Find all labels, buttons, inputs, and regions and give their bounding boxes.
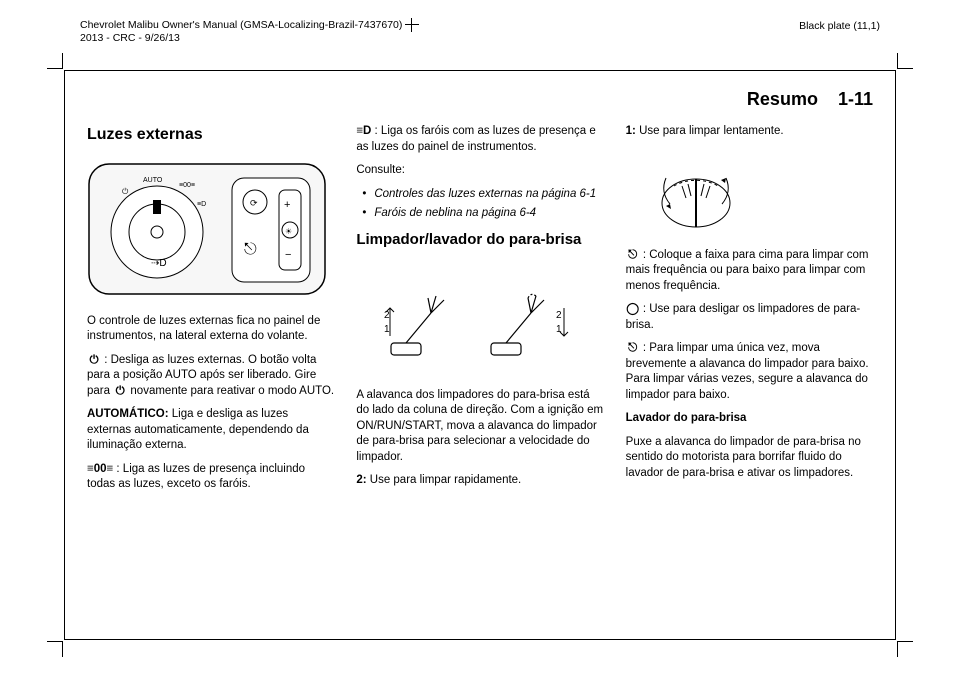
col1-p1: O controle de luzes externas fica no pai… [87,314,334,345]
col3-p4: ⎋ : Para limpar uma única vez, mova brev… [626,341,873,403]
column-1: Luzes externas ⏻ AUTO ≡00≡ ≡D ⇢D [87,124,334,501]
wiper-heading: Limpador/lavador do para-brisa [356,230,603,250]
svg-text:⟳: ⟳ [250,198,258,208]
col3-p5: Puxe a alavanca do limpador de para-bris… [626,435,873,482]
intermittent-band-diagram [626,148,873,238]
col3-p1: 1: Use para limpar lentamente. [626,124,873,140]
col1-p2: ⏻ : Desliga as luzes externas. O botão v… [87,353,334,400]
col1-p4-text: : Liga as luzes de presença incluindo to… [87,463,305,491]
speed2-label: 2: [356,474,366,486]
power-off-icon: ⏻ [87,353,101,369]
see-also-2: Faróis de neblina na página 6-4 [356,206,603,222]
col2-p2: A alavanca dos limpadores do para-brisa … [356,388,603,466]
intermittent-icon: ⎋ [626,248,640,264]
wiper-lever-diagram: 2 1 2 1 [356,258,603,378]
svg-text:⇢D: ⇢D [151,258,167,269]
svg-text:☀: ☀ [285,227,292,236]
col3-p3: ◯ : Use para desligar os limpadores de p… [626,302,873,333]
headlamp-icon: ≡D [356,124,371,140]
section-name: Resumo [747,89,818,109]
col1-p3: AUTOMÁTICO: Liga e desliga as luzes exte… [87,407,334,454]
plate-label: Black plate (11,1) [799,18,880,46]
col2-p1-text: : Liga os faróis com as luzes de presenç… [356,125,595,153]
svg-text:1: 1 [384,324,390,335]
speed1-label: 1: [626,125,636,137]
col2-p3-text: Use para limpar rapidamente. [367,474,522,486]
header-left: Chevrolet Malibu Owner's Manual (GMSA-Lo… [80,18,419,46]
svg-text:2: 2 [556,310,562,321]
col1-p4: ≡00≡ : Liga as luzes de presença incluin… [87,462,334,493]
col3-p2: ⎋ : Coloque a faixa para cima para limpa… [626,248,873,295]
parking-lights-icon: ≡00≡ [87,462,113,478]
col2-p1: ≡D : Liga os faróis com as luzes de pres… [356,124,603,155]
manual-title: Chevrolet Malibu Owner's Manual (GMSA-Lo… [80,19,402,31]
crop-mark-br-icon [897,641,913,657]
svg-text:⎋: ⎋ [244,241,257,258]
crop-mark-bl-icon [47,641,63,657]
see-also-1: Controles das luzes externas na página 6… [356,187,603,203]
exterior-lights-heading: Luzes externas [87,124,334,146]
svg-text:−: − [285,249,291,261]
col3-p1-text: Use para limpar lentamente. [636,125,784,137]
col3-p4-text: : Para limpar uma única vez, mova brevem… [626,342,869,401]
svg-text:AUTO: AUTO [143,177,163,184]
col3-p2-text: : Coloque a faixa para cima para limpar … [626,249,869,292]
crop-cross-icon [405,18,419,32]
svg-text:≡00≡: ≡00≡ [179,182,195,189]
col3-p3-text: : Use para desligar os limpadores de par… [626,303,861,331]
page-number: 1-11 [838,89,873,109]
col2-p3: 2: Use para limpar rapidamente. [356,473,603,489]
headlamp-control-diagram: ⏻ AUTO ≡00≡ ≡D ⇢D ⟳ + ☀ − ⎋ [87,154,334,304]
col1-p2b: novamente para reativar o modo AUTO. [127,385,334,397]
svg-text:+: + [284,199,290,211]
column-3: 1: Use para limpar lentamente. [626,124,873,501]
crop-mark-tl-icon [47,53,63,69]
auto-label: AUTOMÁTICO: [87,408,169,420]
page-frame: Resumo 1-11 Luzes externas ⏻ AUTO ≡00≡ ≡… [64,70,896,640]
manual-subtitle: 2013 - CRC - 9/26/13 [80,32,180,44]
mist-icon: ⎋ [626,341,640,357]
content-columns: Luzes externas ⏻ AUTO ≡00≡ ≡D ⇢D [87,124,873,501]
svg-text:⏻: ⏻ [122,187,129,196]
column-2: ≡D : Liga os faróis com as luzes de pres… [356,124,603,501]
see-also-list: Controles das luzes externas na página 6… [356,187,603,222]
off-circle-icon: ◯ [626,302,640,318]
consulte-label: Consulte: [356,163,603,179]
power-off-icon-2: ⏻ [113,384,127,400]
page-heading: Resumo 1-11 [87,89,873,110]
crop-mark-tr-icon [897,53,913,69]
washer-heading: Lavador do para-brisa [626,411,873,427]
svg-text:≡D: ≡D [197,201,206,208]
print-header: Chevrolet Malibu Owner's Manual (GMSA-Lo… [0,0,960,52]
